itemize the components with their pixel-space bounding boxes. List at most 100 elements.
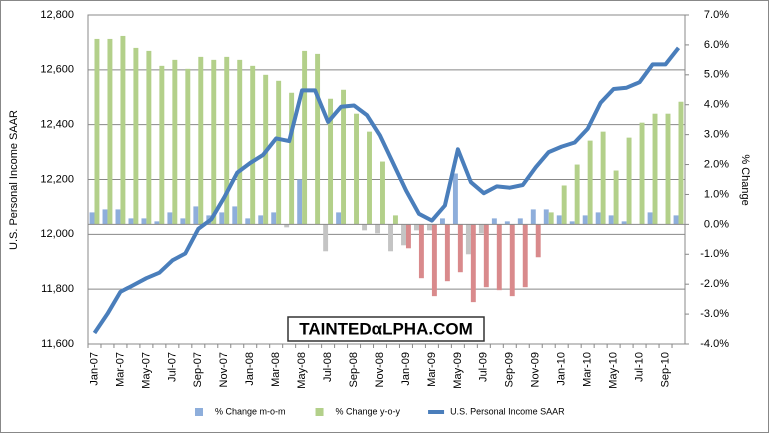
bar (522, 224, 528, 288)
x-tick-label: Sep-07 (192, 352, 204, 387)
x-tick-label: May-08 (296, 352, 308, 389)
bar (613, 170, 619, 225)
legend-swatch (315, 408, 324, 416)
x-tick-label: Jan-09 (400, 352, 412, 386)
bar (600, 131, 606, 225)
bar (665, 113, 671, 225)
legend-label: % Change m-o-m (215, 406, 286, 416)
bar (167, 212, 173, 225)
bar (595, 212, 601, 225)
x-tick-label: Mar-07 (114, 352, 126, 387)
bar (115, 209, 121, 225)
bar (354, 113, 359, 225)
bar (621, 221, 627, 225)
bar (120, 35, 126, 225)
bar (362, 224, 368, 231)
bar (418, 224, 424, 279)
bar (315, 53, 321, 225)
legend-label: U.S. Personal Income SAAR (450, 406, 565, 416)
bar (587, 140, 593, 225)
bar (401, 224, 406, 246)
bar (491, 218, 497, 225)
bar (328, 98, 334, 225)
bar (543, 209, 549, 225)
x-tick-label: May-09 (452, 352, 464, 389)
bar (509, 224, 515, 297)
bar (211, 59, 217, 225)
y2-tick-label: -3.0% (700, 308, 729, 320)
y-axis-label: U.S. Personal Income SAAR (8, 110, 20, 250)
watermark: TAINTEDαLPHA.COM (299, 319, 473, 338)
x-tick-label: Jul-07 (166, 352, 178, 382)
x-tick-label: Nov-08 (374, 352, 386, 387)
bar (146, 50, 152, 225)
bar (237, 59, 243, 225)
bar (504, 221, 510, 225)
bar (647, 212, 653, 225)
bar (323, 224, 329, 252)
x-tick-label: Jul-10 (633, 352, 645, 382)
bar (154, 221, 160, 225)
bar (128, 218, 134, 225)
bar (224, 56, 230, 225)
bar (548, 212, 554, 225)
bar (444, 224, 450, 282)
x-tick-label: Nov-09 (530, 352, 542, 387)
bar (457, 224, 463, 273)
bar (556, 215, 562, 225)
x-tick-label: Mar-08 (270, 352, 282, 387)
bar (569, 221, 575, 225)
line (92, 46, 681, 335)
bar (639, 122, 645, 225)
bar (405, 224, 411, 249)
bar (336, 212, 342, 225)
bar (392, 215, 398, 225)
x-tick-label: Sep-09 (504, 352, 516, 387)
bar (673, 215, 679, 225)
x-tick-label: Jul-09 (478, 352, 490, 382)
bar (452, 173, 458, 225)
bar (470, 224, 476, 303)
bar (245, 218, 251, 225)
x-tick-label: Sep-10 (659, 352, 671, 387)
bar (297, 179, 303, 225)
bar (439, 218, 445, 225)
bar (198, 56, 204, 225)
y2-tick-label: 6.0% (704, 39, 729, 51)
x-tick-label: May-07 (140, 352, 152, 389)
bar (678, 101, 684, 225)
bar (102, 209, 108, 225)
bar (608, 215, 614, 225)
bar (652, 113, 658, 225)
bar (172, 59, 178, 225)
y-tick-label: 12,800 (40, 9, 74, 21)
y-tick-label: 12,000 (40, 228, 74, 240)
legend-label: % Change y-o-y (336, 406, 401, 416)
bar (561, 185, 567, 225)
y2-tick-label: 4.0% (704, 99, 729, 111)
bar (367, 131, 372, 225)
y2-tick-label: -1.0% (700, 248, 729, 260)
y2-tick-label: 1.0% (704, 188, 729, 200)
bar (276, 80, 282, 225)
bar (159, 65, 165, 225)
bar (89, 212, 95, 225)
bar (185, 68, 191, 225)
bar (414, 224, 419, 231)
bar (483, 224, 489, 288)
bar (180, 218, 186, 225)
y-tick-label: 11,600 (41, 338, 74, 350)
x-tick-label: Nov-07 (218, 352, 230, 387)
bar (426, 224, 432, 231)
bar (258, 215, 264, 225)
bar (133, 47, 139, 225)
bar (496, 224, 502, 291)
y2-tick-label: 5.0% (704, 69, 729, 81)
bar (219, 212, 225, 225)
legend-swatch (195, 408, 203, 416)
bar (380, 161, 385, 225)
y2-tick-label: -2.0% (700, 278, 729, 290)
y2-tick-label: 0.0% (704, 218, 729, 230)
y2-tick-label: 7.0% (704, 9, 729, 21)
bar (517, 218, 523, 225)
